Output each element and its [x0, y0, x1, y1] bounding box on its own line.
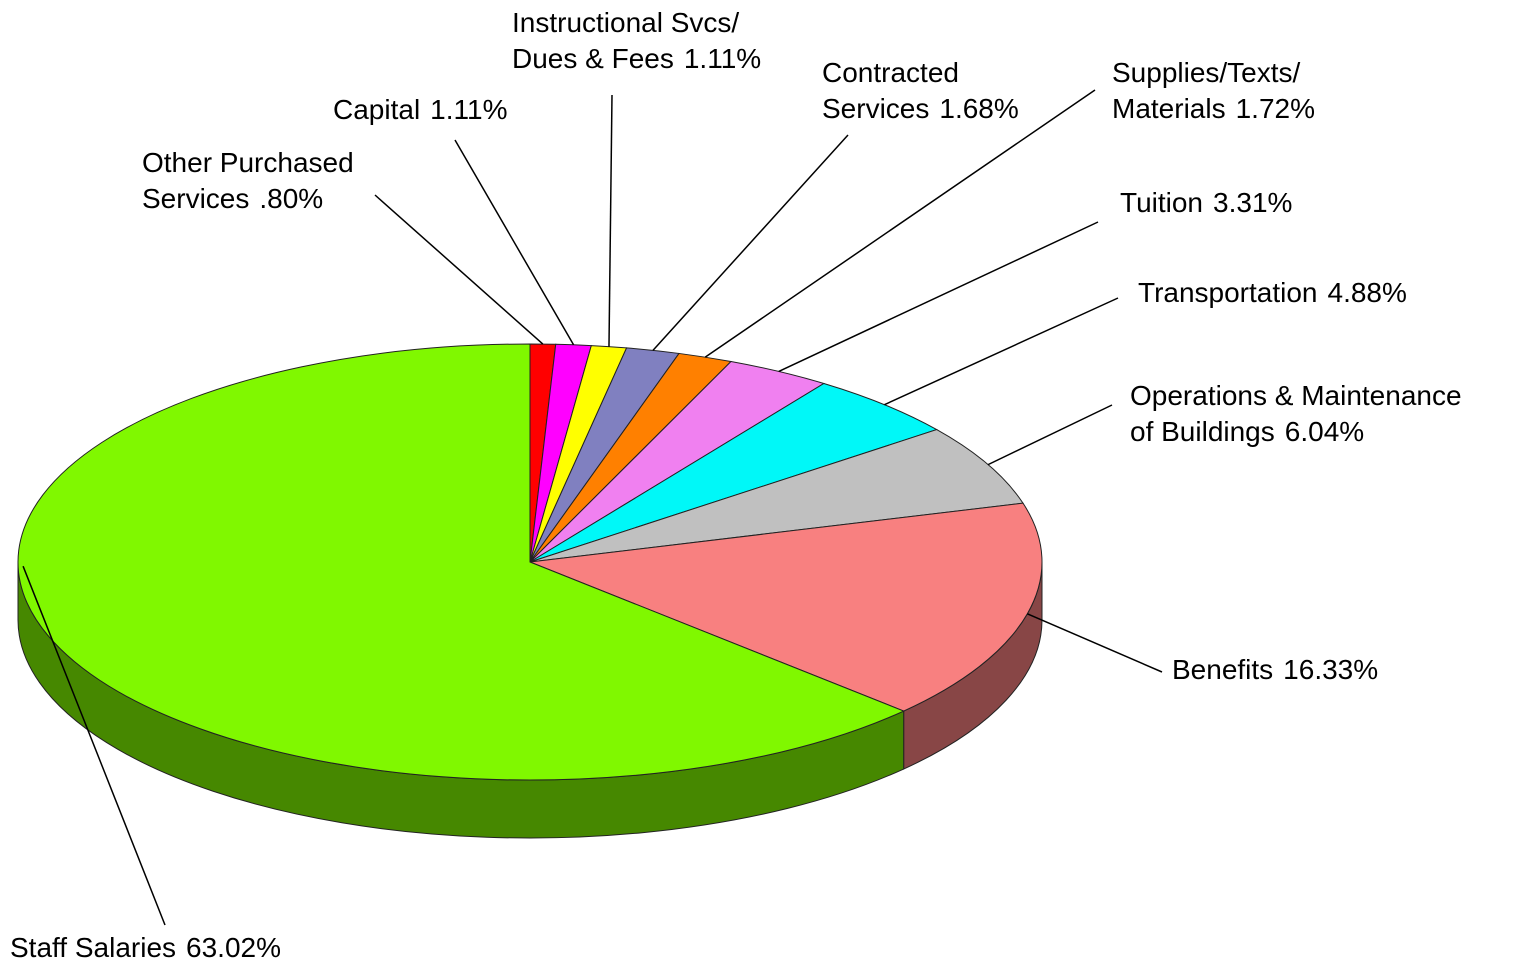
value-label: 1.68% [939, 93, 1019, 124]
slice-label: Contracted Services 1.68% [822, 55, 1019, 127]
leader-line [1027, 613, 1163, 673]
slice [529, 502, 1043, 712]
leader-line [454, 139, 575, 346]
leader-line [704, 89, 1096, 358]
category-label: Contracted Services [822, 57, 959, 124]
value-label: 1.11% [430, 94, 508, 125]
value-label: 3.31% [1213, 187, 1293, 218]
category-label: Other Purchased Services [142, 147, 354, 214]
slice-label: Capital 1.11% [333, 92, 508, 128]
leader-line [652, 134, 849, 351]
slice-label: Staff Salaries 63.02% [10, 930, 281, 966]
slice-label: Benefits 16.33% [1172, 652, 1378, 688]
category-label: Supplies/Texts/ Materials [1112, 57, 1301, 124]
category-label: Transportation [1138, 277, 1318, 308]
slice [17, 343, 905, 781]
value-label: 1.72% [1235, 93, 1315, 124]
category-label: Staff Salaries [10, 932, 177, 963]
leader-line [374, 194, 544, 345]
leader-line [22, 565, 166, 926]
slice [529, 382, 938, 563]
leader-line [884, 297, 1119, 406]
slice-label: Other Purchased Services .80% [142, 145, 354, 217]
leader-line [608, 94, 613, 347]
slice-label: Tuition 3.31% [1120, 185, 1292, 221]
value-label: .80% [259, 183, 324, 214]
value-label: 6.04% [1284, 416, 1365, 447]
value-label: 16.33% [1283, 654, 1379, 685]
slice [529, 429, 1024, 563]
category-label: Benefits [1172, 654, 1274, 685]
leader-line [987, 404, 1113, 466]
value-label: 1.11% [683, 43, 762, 74]
category-label: Capital [333, 94, 421, 125]
slice-label: Instructional Svcs/ Dues & Fees 1.11% [512, 5, 761, 77]
slice-label: Operations & Maintenance of Buildings 6.0… [1130, 378, 1462, 450]
category-label: Tuition [1120, 187, 1204, 218]
value-label: 63.02% [186, 932, 281, 963]
slice-label: Supplies/Texts/ Materials 1.72% [1112, 55, 1315, 127]
category-label: Instructional Svcs/ Dues & Fees [512, 7, 740, 74]
value-label: 4.88% [1327, 277, 1407, 308]
category-label: Operations & Maintenance of Buildings [1130, 380, 1462, 447]
slice-label: Transportation 4.88% [1138, 275, 1407, 311]
leader-line [778, 221, 1099, 373]
